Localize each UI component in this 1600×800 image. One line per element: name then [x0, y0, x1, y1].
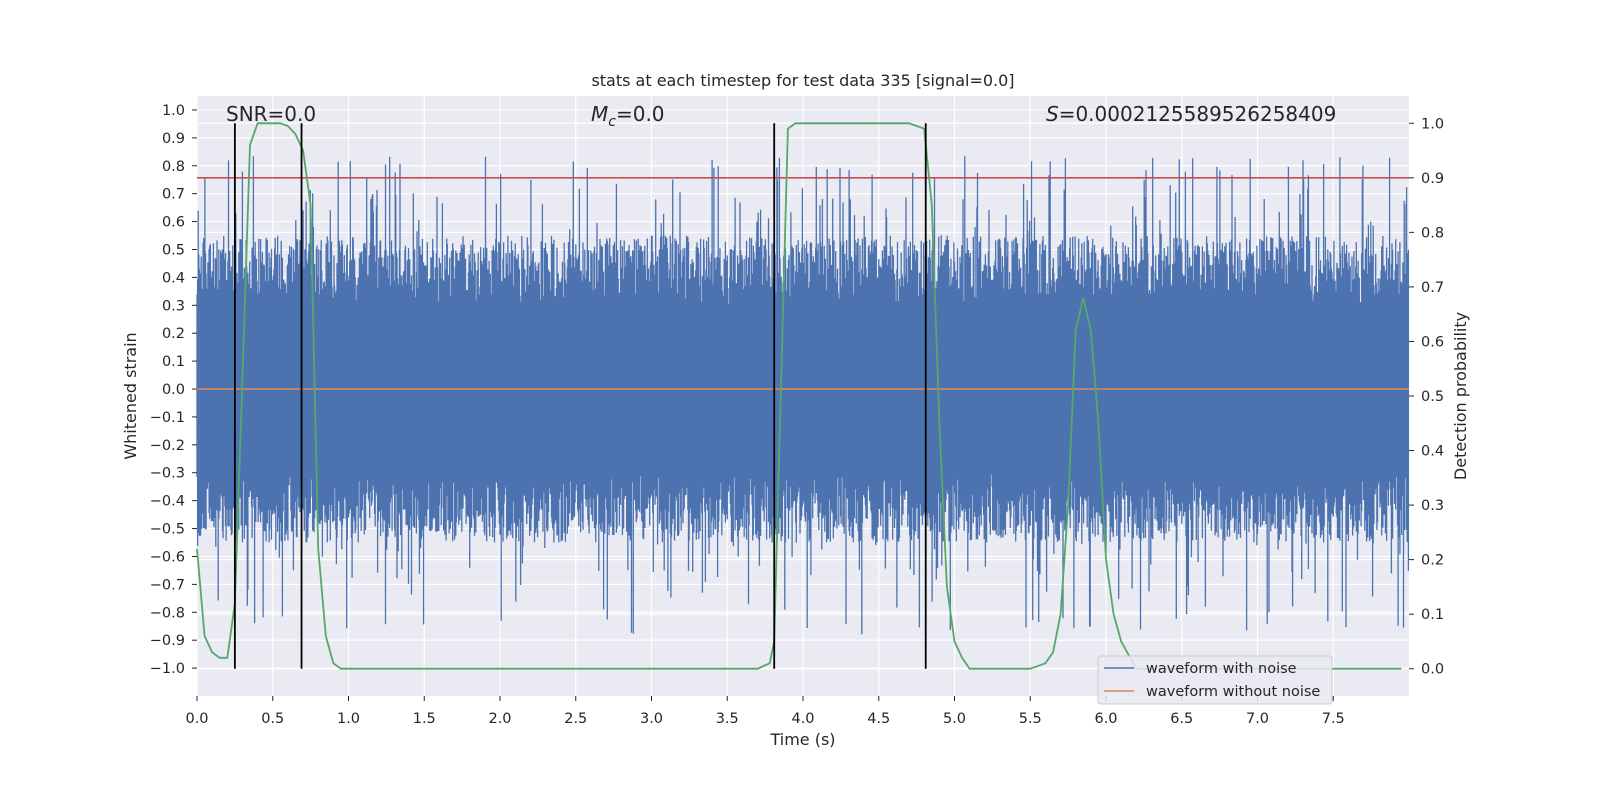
noise-waveform [196, 156, 1410, 635]
noise-waveform-trace [196, 156, 1410, 635]
x-tick-label: 5.5 [1019, 711, 1042, 727]
legend-box [1097, 655, 1333, 705]
x-tick-label: 2.5 [564, 711, 587, 727]
y-tick-label: 0.6 [162, 215, 185, 231]
x-tick-label: 4.5 [867, 711, 890, 727]
x-tick-label: 3.5 [716, 711, 739, 727]
y-tick-label: −1.0 [150, 661, 185, 677]
y-tick-label: 0.9 [162, 131, 185, 147]
x-tick-label: 4.0 [791, 711, 814, 727]
x-tick-label: 7.5 [1322, 711, 1345, 727]
y2-tick-label: 0.1 [1421, 607, 1444, 623]
x-tick-label: 2.0 [488, 711, 511, 727]
y-tick-label: 0.0 [162, 382, 185, 398]
legend: waveform with noise waveform without noi… [1097, 655, 1333, 705]
y2-tick-label: 0.9 [1421, 171, 1444, 187]
x-tick-label: 0.5 [261, 711, 284, 727]
y2-tick-label: 1.0 [1421, 116, 1444, 132]
x-axis-label: Time (s) [769, 730, 835, 749]
y-tick-label: −0.2 [150, 438, 185, 454]
legend-clean-label: waveform without noise [1146, 684, 1320, 700]
y-tick-label: −0.3 [150, 466, 185, 482]
y2-tick-label: 0.6 [1421, 334, 1444, 350]
chirp-mass-subscript: c [608, 114, 616, 130]
y-tick-label: −0.4 [150, 494, 185, 510]
legend-noise-label: waveform with noise [1146, 661, 1297, 677]
y-tick-label: 0.5 [162, 242, 185, 258]
y-tick-label: 0.2 [162, 326, 185, 342]
y2-tick-label: 0.5 [1421, 389, 1444, 405]
y-axis-label: Whitened strain [121, 332, 140, 459]
chirp-mass-symbol: M [591, 102, 608, 126]
y-tick-label: −0.5 [150, 522, 185, 538]
segment-boundaries [233, 123, 927, 669]
y-axis-ticks: −1.0 −0.9 −0.8 −0.7 −0.6 −0.5 −0.4 −0.3 −0.2 −0.1… [150, 103, 197, 677]
y-tick-label: −0.8 [150, 605, 185, 621]
y-tick-label: −0.7 [150, 577, 185, 593]
y-tick-label: 0.7 [162, 187, 185, 203]
y-tick-label: −0.9 [150, 633, 185, 649]
chirp-mass-annotation: Mc=0.0 [591, 102, 665, 130]
y2-axis-ticks: 0.0 0.1 0.2 0.3 0.4 0.5 0.6 0.7 0.8 0.9 1.0 [1409, 116, 1444, 678]
y-tick-label: 0.8 [162, 159, 185, 175]
x-tick-label: 1.0 [337, 711, 360, 727]
y2-tick-label: 0.4 [1421, 444, 1444, 460]
s-value: =0.0002125589526258409 [1059, 102, 1337, 126]
snr-annotation: SNR=0.0 [226, 102, 316, 126]
y2-axis-label: Detection probability [1451, 312, 1470, 480]
y-tick-label: −0.1 [150, 410, 185, 426]
detection-probability-line [196, 122, 1402, 670]
y-tick-label: 0.4 [162, 270, 185, 286]
chirp-mass-value: =0.0 [616, 102, 665, 126]
y-tick-label: 0.3 [162, 298, 185, 314]
y-tick-label: 0.1 [162, 354, 185, 370]
x-tick-label: 5.0 [943, 711, 966, 727]
x-tick-label: 1.5 [413, 711, 436, 727]
x-axis-ticks: 0.0 0.5 1.0 1.5 2.0 2.5 3.0 3.5 4.0 4.5 5.0 5.5 6.0 6… [185, 696, 1345, 727]
y2-tick-label: 0.8 [1421, 225, 1444, 241]
x-tick-label: 7.0 [1246, 711, 1269, 727]
x-tick-label: 6.0 [1094, 711, 1117, 727]
x-tick-label: 3.0 [640, 711, 663, 727]
y-tick-label: 1.0 [162, 103, 185, 119]
x-tick-label: 0.0 [185, 711, 208, 727]
y2-tick-label: 0.2 [1421, 553, 1444, 569]
y2-tick-label: 0.3 [1421, 498, 1444, 514]
s-symbol: S [1046, 102, 1059, 126]
y2-tick-label: 0.7 [1421, 280, 1444, 296]
chart-title: stats at each timestep for test data 335… [591, 71, 1014, 90]
y2-tick-label: 0.0 [1421, 662, 1444, 678]
y-tick-label: −0.6 [150, 549, 185, 565]
s-annotation: S=0.0002125589526258409 [1046, 102, 1336, 126]
x-tick-label: 6.5 [1170, 711, 1193, 727]
